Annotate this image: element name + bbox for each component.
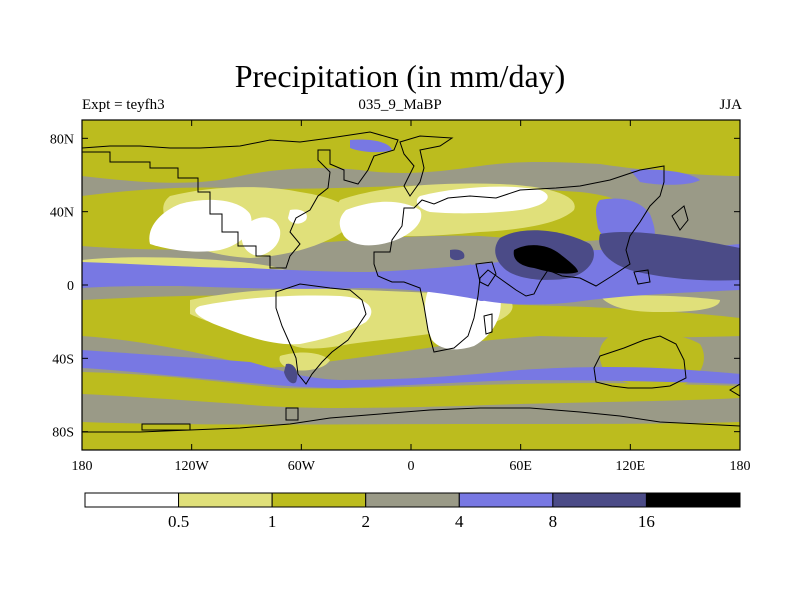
x-tick-label: 60E (509, 459, 532, 474)
map-title: Precipitation (in mm/day) (234, 58, 566, 94)
legend-label: 0.5 (168, 512, 189, 531)
x-tick-label: 120W (175, 459, 210, 474)
legend-label: 1 (268, 512, 277, 531)
experiment-label: Expt = teyfh3 (82, 97, 165, 113)
band-below-0-5 (149, 186, 548, 350)
period-label: 035_9_MaBP (358, 97, 442, 113)
legend-swatch (271, 492, 367, 508)
coastlines (82, 131, 740, 433)
x-tick-label: 0 (408, 459, 415, 474)
legend-swatch (645, 492, 741, 508)
y-tick-label: 0 (67, 279, 74, 294)
legend-swatch (84, 492, 180, 508)
legend-label: 16 (638, 512, 655, 531)
y-tick-label: 40N (50, 206, 74, 221)
x-tick-label: 180 (72, 459, 93, 474)
band-above-16 (513, 245, 578, 274)
axes: 180 120W 60W 0 60E 120E 180 80N 40N 0 40S 80S (50, 120, 751, 474)
x-tick-label: 180 (730, 459, 751, 474)
x-tick-label: 120E (616, 459, 646, 474)
precipitation-field (82, 120, 740, 450)
legend-swatch (552, 492, 647, 508)
y-tick-label: 80N (50, 132, 74, 147)
y-tick-label: 40S (52, 352, 74, 367)
legend-swatch (178, 492, 273, 508)
season-label: JJA (719, 97, 742, 113)
x-tick-label: 60W (288, 459, 316, 474)
legend-swatch (365, 492, 460, 508)
color-legend: 0.5 1 2 4 8 16 (84, 492, 741, 531)
legend-label: 4 (455, 512, 464, 531)
y-tick-label: 80S (52, 426, 74, 441)
legend-label: 8 (549, 512, 558, 531)
legend-label: 2 (361, 512, 370, 531)
legend-swatch (458, 492, 554, 508)
